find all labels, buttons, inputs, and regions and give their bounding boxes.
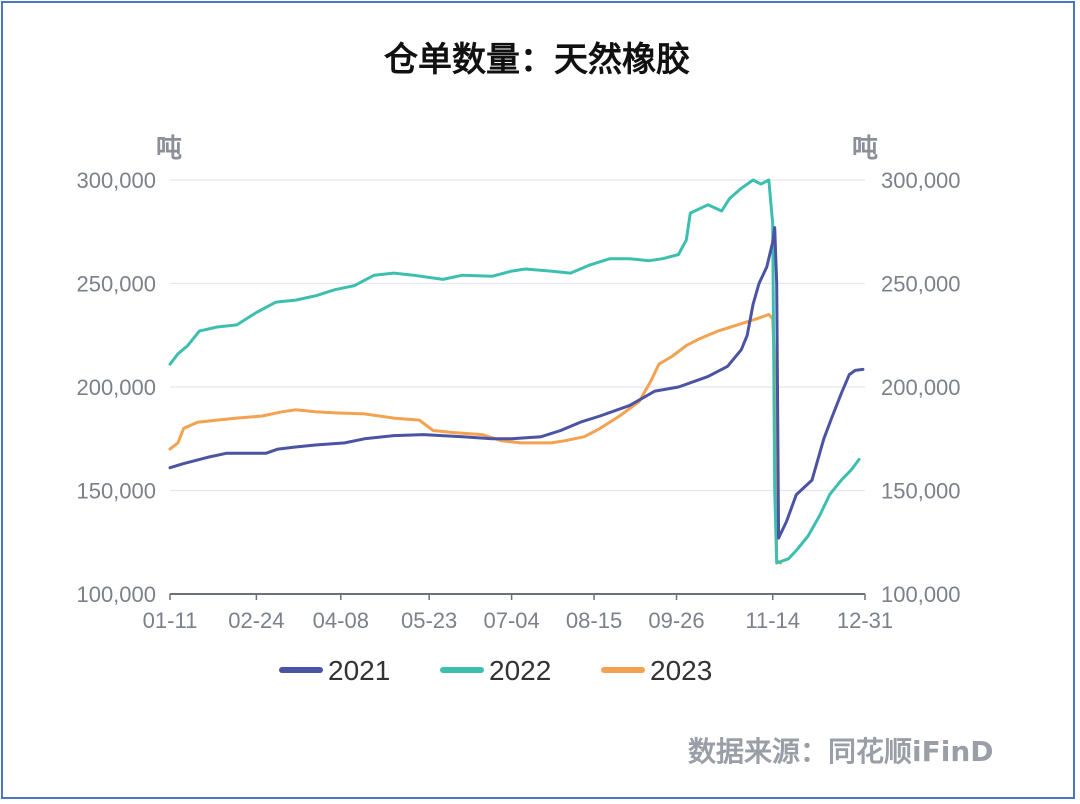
x-tick-label: 11-14 <box>745 608 800 633</box>
x-tick-label: 12-31 <box>837 608 893 633</box>
y-tick-left-label: 250,000 <box>76 272 156 297</box>
x-tick-label: 04-08 <box>313 608 369 633</box>
x-tick-label: 05-23 <box>401 608 457 633</box>
grid-lines <box>170 179 865 595</box>
series-lines <box>168 178 865 565</box>
y-tick-right-label: 250,000 <box>881 272 961 297</box>
legend: 2021 2022 2023 <box>279 655 712 686</box>
series-line-2022 <box>168 178 861 565</box>
y-tick-right-label: 100,000 <box>881 582 961 607</box>
chart-title: 仓单数量：天然橡胶 <box>384 40 690 80</box>
y-axis-left-ticks: 100,000 150,000 200,000 250,000 300,000 <box>76 168 156 607</box>
series-line-2021 <box>168 226 865 540</box>
y-tick-right-label: 150,000 <box>881 479 961 504</box>
legend-label-2021: 2021 <box>328 655 390 686</box>
y-tick-left-label: 150,000 <box>76 479 156 504</box>
x-tick-label: 07-04 <box>483 608 539 633</box>
y-tick-left-label: 300,000 <box>76 168 156 193</box>
data-source-note: 数据来源：同花顺iFinD <box>688 735 994 768</box>
x-tick-label: 08-15 <box>566 608 622 633</box>
left-axis-unit: 吨 <box>156 134 183 164</box>
legend-label-2022: 2022 <box>489 655 551 686</box>
x-tick-label: 01-11 <box>143 608 198 633</box>
y-tick-left-label: 200,000 <box>76 375 156 400</box>
y-tick-right-label: 200,000 <box>881 375 961 400</box>
x-tick-label: 09-26 <box>648 608 704 633</box>
x-tick-label: 02-24 <box>228 608 284 633</box>
right-axis-unit: 吨 <box>852 134 879 164</box>
legend-label-2023: 2023 <box>650 655 712 686</box>
y-tick-left-label: 100,000 <box>76 582 156 607</box>
series-line-2023 <box>168 313 783 565</box>
y-tick-right-label: 300,000 <box>881 168 961 193</box>
y-axis-right-ticks: 100,000 150,000 200,000 250,000 300,000 <box>881 168 961 607</box>
x-axis-ticks: 01-11 02-24 04-08 05-23 07-04 08-15 09-26 11-14… <box>143 594 893 633</box>
